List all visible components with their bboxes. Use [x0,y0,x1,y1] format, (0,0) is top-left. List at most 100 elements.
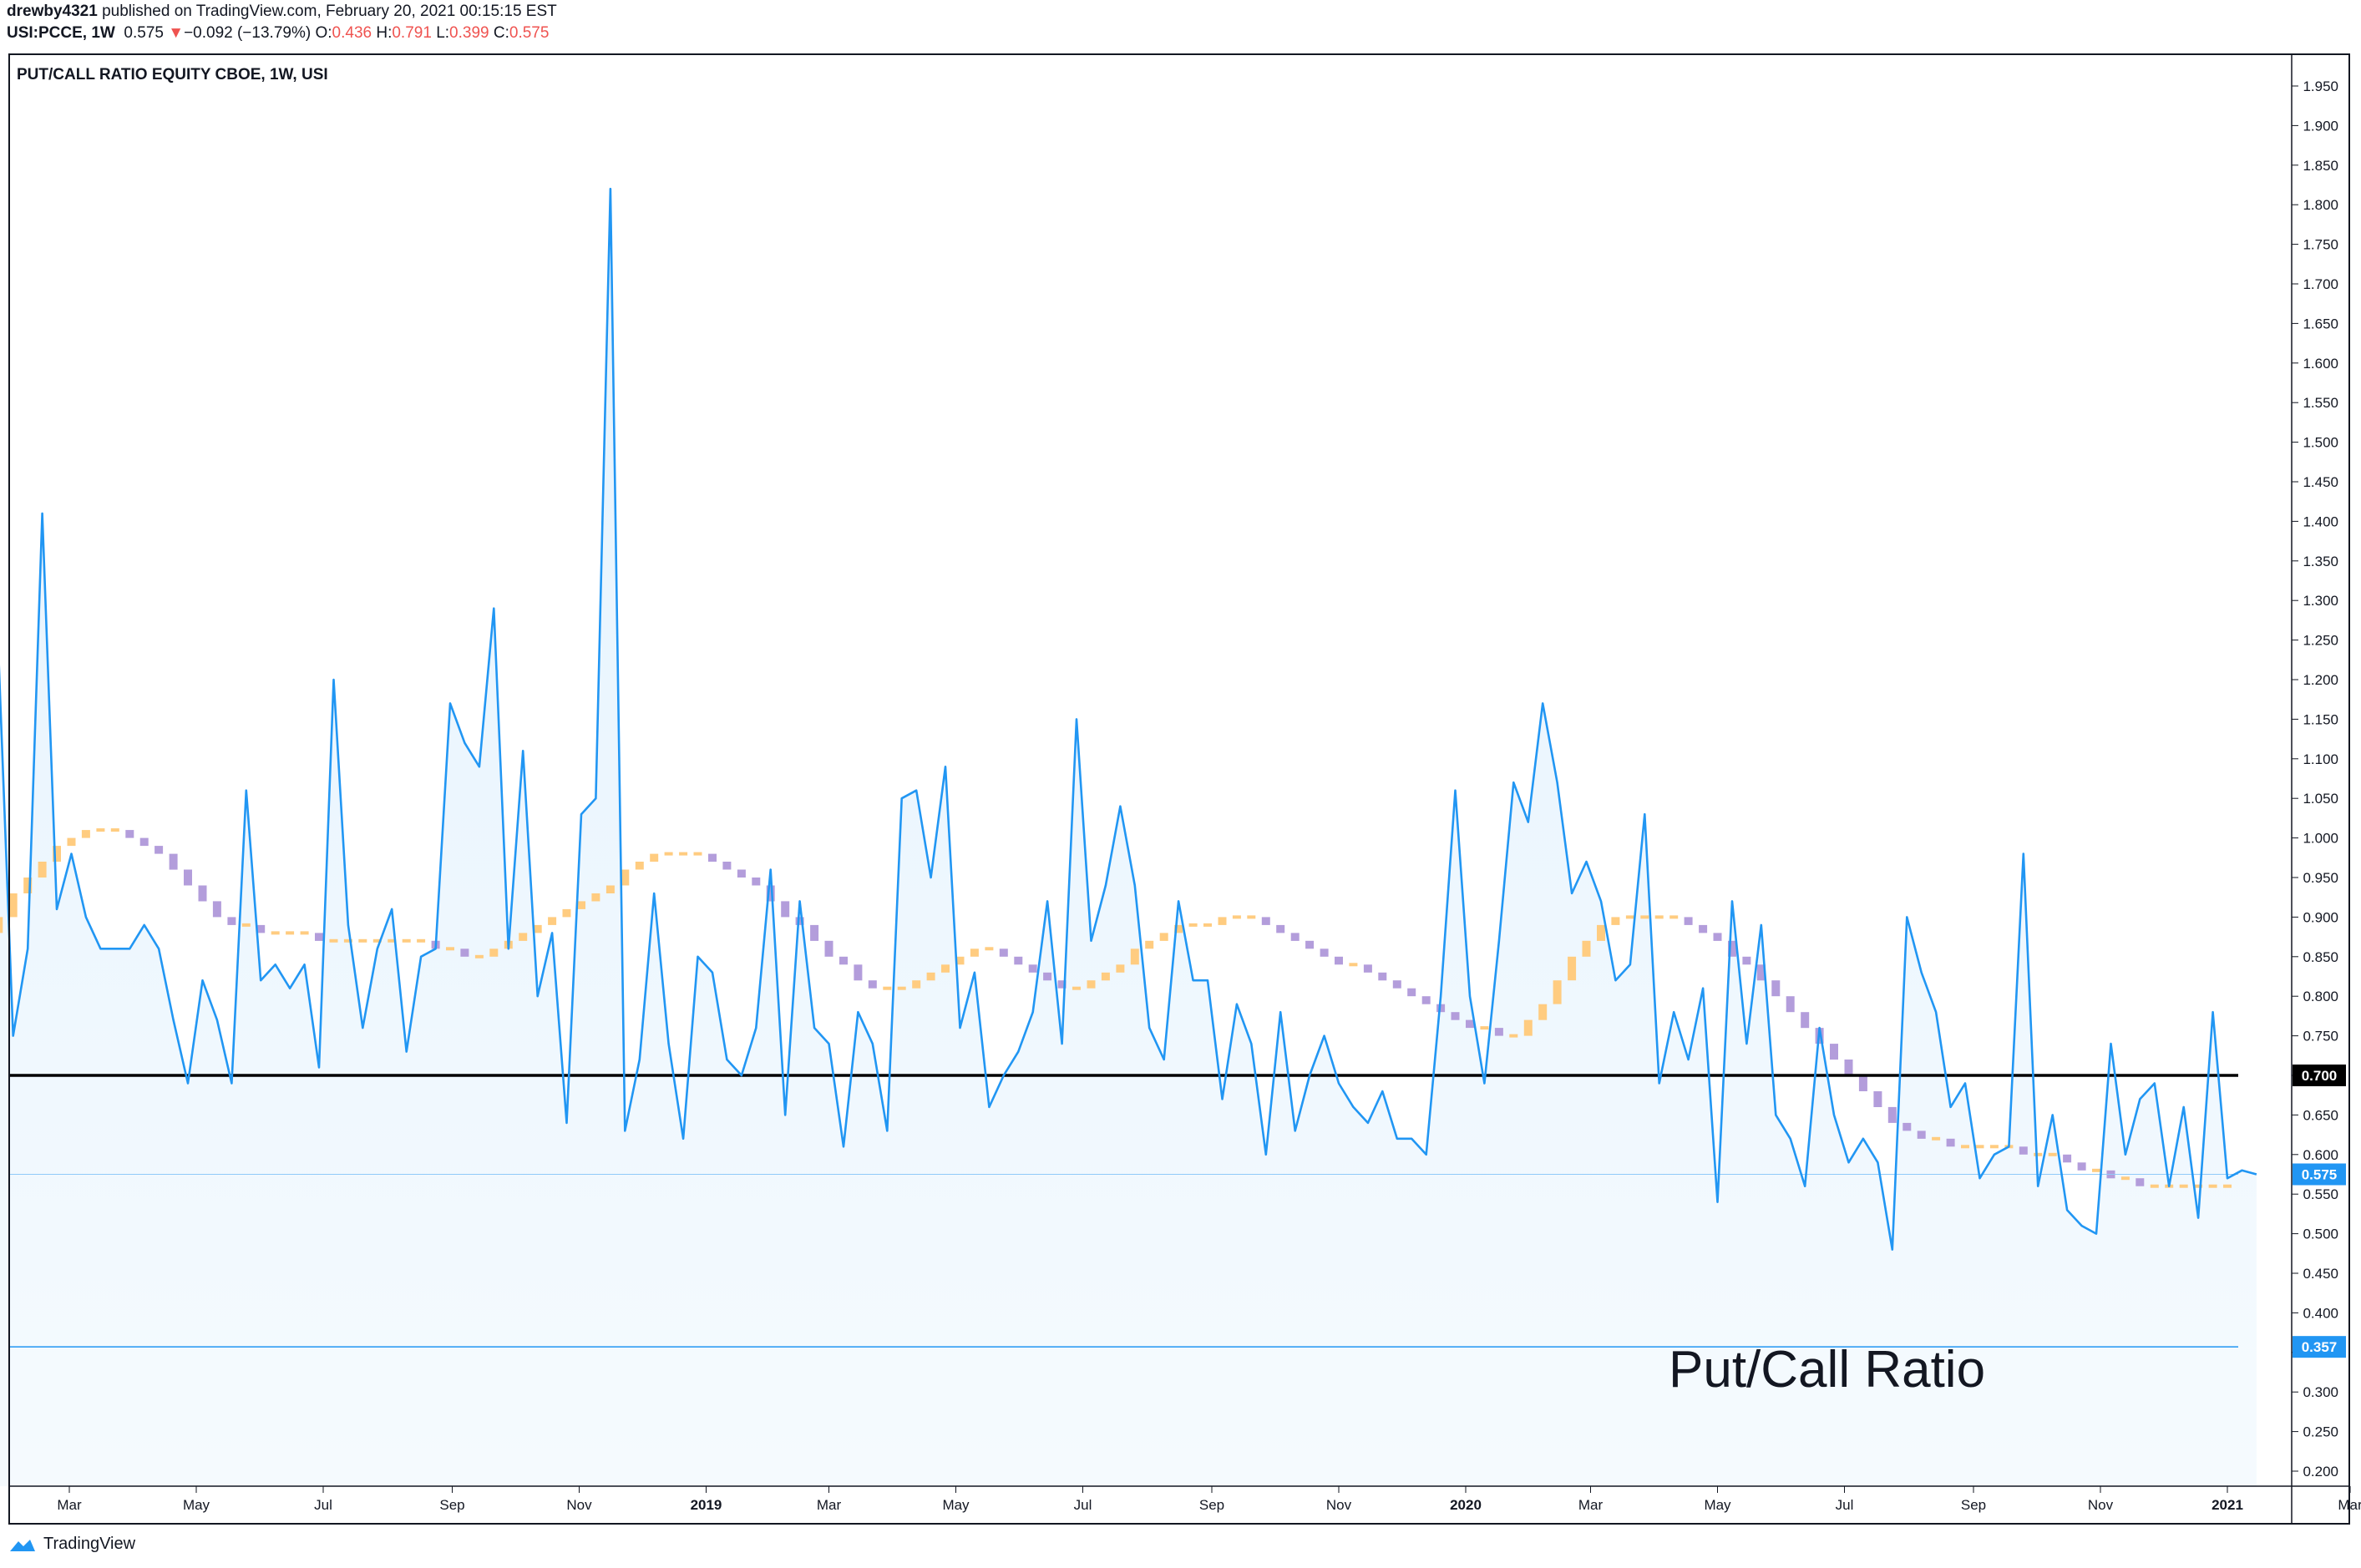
symbol-info: USI:PCCE, 1W 0.575 ▼−0.092 (−13.79%) O:0… [7,24,549,43]
y-tick-label: 0.200 [2303,1464,2338,1479]
badge-700: 0.700 [2302,1068,2338,1084]
x-tick-label: May [942,1497,970,1513]
ma-bar [1756,964,1766,981]
ma-bar [358,938,367,943]
ma-bar [1946,1138,1955,1147]
badge-357: 0.357 [2302,1339,2338,1355]
ma-bar [883,986,892,990]
ma-bar [737,869,746,878]
ma-bar [1363,964,1372,973]
y-tick-label: 0.550 [2303,1186,2338,1202]
y-tick-label: 0.950 [2303,870,2338,886]
ma-bar [1057,980,1067,989]
brand-name[interactable]: TradingView [43,1535,136,1553]
ma-bar [110,828,119,832]
ma-bar [1392,980,1401,989]
y-tick-label: 0.750 [2303,1029,2338,1044]
series-line[interactable] [0,187,2257,1251]
ma-bar [1961,1145,1969,1149]
ma-bar [1232,915,1241,919]
ma-bar [1509,1034,1518,1038]
y-tick-label: 1.600 [2303,356,2338,372]
ma-bar [169,853,178,870]
ma-bar [1480,1026,1489,1030]
ma-bar [96,828,105,832]
ma-bar [1858,1075,1867,1091]
area-fill-path [0,189,2257,1486]
author-name[interactable]: drewby4321 [7,3,98,20]
moving-average [0,828,2232,1188]
ma-bar [212,901,221,918]
ma-bar [1771,980,1781,997]
ma-bar [1116,964,1125,973]
ma-bar [562,908,571,918]
badge-357-bg [2293,1336,2346,1358]
x-tick-label: Sep [1961,1497,1986,1513]
ma-bar [1014,956,1023,965]
x-tick-label: Jul [1074,1497,1092,1513]
chart-frame [8,53,2350,1525]
badge-700-bg [2293,1065,2346,1086]
published-text: published on TradingView.com, February 2… [97,3,557,20]
ma-bar [1902,1122,1912,1131]
ma-bar [1378,972,1387,981]
ma-bar [0,917,3,933]
y-tick-label: 1.350 [2303,554,2338,569]
ma-bar [53,846,61,862]
x-tick-label: Jul [1836,1497,1854,1513]
ma-bar [1830,1044,1838,1060]
ma-bar [897,986,906,990]
ma-bar [1582,940,1591,957]
horizontal-lines [10,1074,2238,1348]
ma-bar [1320,948,1329,957]
ma-bar [781,901,790,918]
y-tick-label: 1.950 [2303,78,2338,94]
ma-bar [1290,933,1300,941]
price-badges: 0.700 0.575 0.357 [2293,1065,2346,1358]
ma-bar [955,956,965,965]
ma-bar [1640,915,1649,919]
axis-lines [10,55,2348,1525]
ma-bar [679,852,688,856]
ma-bar [810,924,819,941]
ma-bar [2034,1152,2043,1156]
ma-bar [1421,996,1431,1004]
ma-bar [2194,1184,2203,1188]
y-tick-label: 1.050 [2303,791,2338,807]
ma-bar [1305,940,1315,949]
area-fill [0,189,2257,1486]
ma-bar [519,933,528,941]
ma-bar [372,938,382,943]
ma-bar [1844,1060,1853,1075]
close-label: C: [493,24,509,42]
ma-bar [23,878,33,893]
tradingview-logo-icon[interactable] [8,1536,37,1553]
ma-bar [941,964,950,973]
ma-bar [155,846,164,854]
ma-bar [1699,924,1708,933]
ma-bar [2179,1184,2188,1188]
ma-bar [766,885,775,902]
ma-bar [2019,1146,2028,1155]
x-tick-label: Jul [314,1497,332,1513]
change-value: −0.092 (−13.79%) [184,24,312,42]
ma-bar [38,862,47,878]
ma-bar [1072,986,1081,990]
low-label: L: [436,24,450,42]
ma-bar [1159,933,1168,941]
ma-bar [1494,1028,1503,1036]
ma-bar [286,931,295,935]
ma-bar [271,931,280,935]
y-tick-label: 1.200 [2303,672,2338,688]
x-tick-label: Sep [439,1497,464,1513]
ma-bar [985,947,994,951]
y-tick-label: 1.250 [2303,633,2338,649]
y-tick-label: 0.500 [2303,1227,2338,1242]
ma-bar [999,948,1008,957]
y-tick-label: 1.100 [2303,751,2338,767]
ma-bar [1101,972,1110,981]
ma-bar [1349,963,1358,967]
ma-bar [2208,1184,2217,1188]
ma-bar [1654,915,1664,919]
